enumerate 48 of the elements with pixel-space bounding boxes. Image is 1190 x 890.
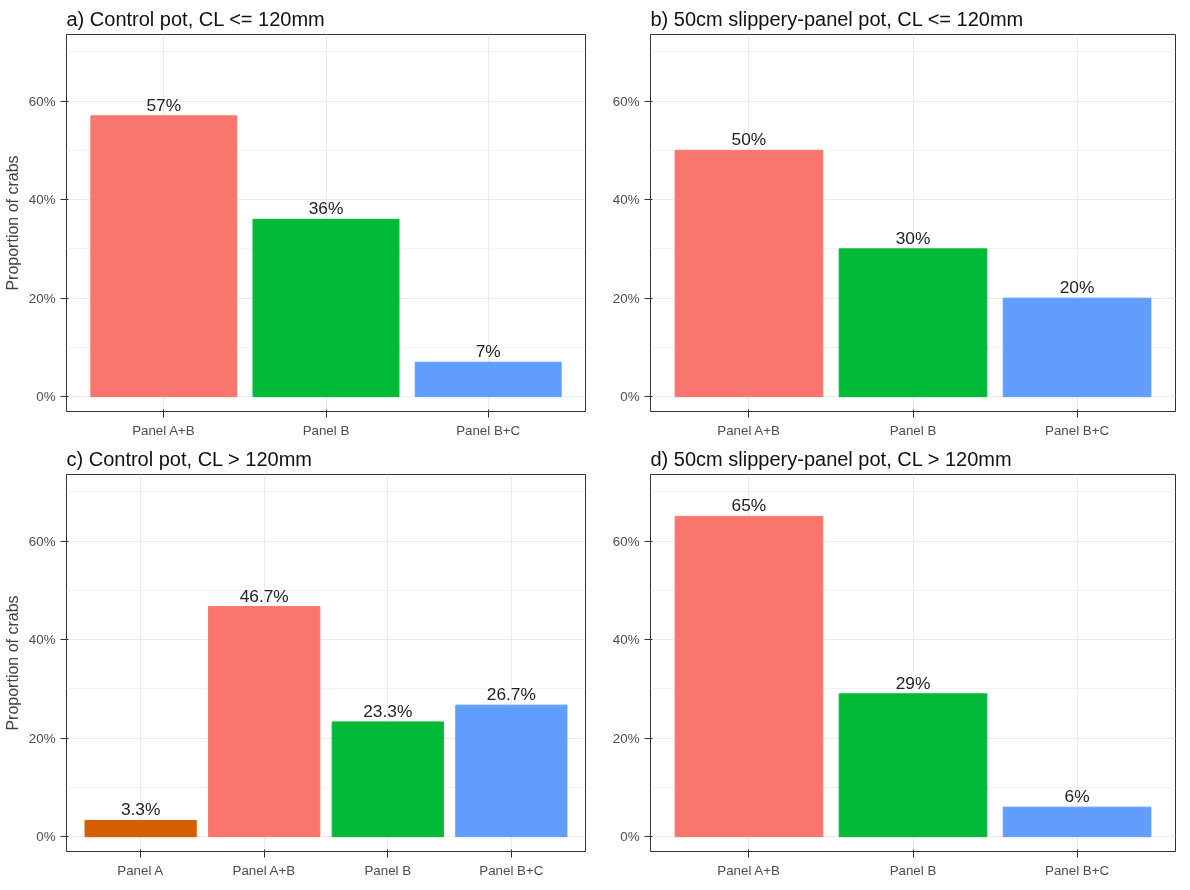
x-tick-label: Panel B (889, 862, 937, 878)
x-tick-label: Panel A+B (232, 862, 296, 878)
x-tick-label: Panel A+B (717, 422, 780, 438)
y-tick-label: 60% (28, 93, 56, 109)
y-tick-label: 40% (28, 632, 56, 648)
data-label: 36% (308, 198, 344, 219)
y-tick-label: 0% (36, 389, 56, 405)
x-tick-label: Panel A (117, 862, 164, 878)
y-tick-label: 20% (612, 290, 640, 306)
chart-title: d) 50cm slippery-panel pot, CL > 120mm (650, 447, 1012, 470)
y-tick-label: 20% (612, 730, 640, 746)
y-tick-label: 40% (612, 192, 640, 208)
data-label: 7% (475, 341, 501, 362)
data-label: 30% (895, 227, 931, 248)
x-tick-label: Panel A+B (132, 422, 195, 438)
y-tick-label: 40% (612, 632, 640, 648)
data-label: 20% (1059, 277, 1095, 298)
y-axis-title: Proportion of crabs (3, 155, 21, 291)
data-label: 65% (731, 495, 767, 516)
x-tick-label: Panel B+C (1045, 422, 1110, 438)
x-tick-label: Panel B+C (456, 422, 521, 438)
data-label: 3.3% (120, 799, 161, 820)
y-tick-label: 20% (28, 290, 56, 306)
y-axis-title: Proportion of crabs (3, 595, 21, 731)
x-tick-label: Panel B (302, 422, 350, 438)
y-tick-label: 60% (612, 533, 640, 549)
data-label: 50% (731, 129, 767, 150)
data-label: 29% (895, 672, 931, 693)
data-label: 46.7% (239, 585, 289, 606)
data-label: 26.7% (486, 684, 536, 705)
y-tick-label: 60% (612, 93, 640, 109)
x-tick-label: Panel A+B (717, 862, 780, 878)
data-label: 6% (1064, 786, 1090, 807)
y-tick-label: 0% (620, 389, 640, 405)
chart-title: c) Control pot, CL > 120mm (66, 447, 312, 470)
y-tick-label: 20% (28, 730, 56, 746)
x-tick-label: Panel B+C (479, 862, 544, 878)
x-tick-label: Panel B+C (1045, 862, 1110, 878)
data-label: 23.3% (363, 700, 413, 721)
y-tick-label: 0% (620, 829, 640, 845)
x-tick-label: Panel B (364, 862, 412, 878)
y-tick-label: 40% (28, 192, 56, 208)
chart-title: a) Control pot, CL <= 120mm (66, 7, 325, 30)
y-tick-label: 0% (36, 829, 56, 845)
data-label: 57% (146, 94, 182, 115)
y-tick-label: 60% (28, 533, 56, 549)
x-tick-label: Panel B (889, 422, 937, 438)
chart-title: b) 50cm slippery-panel pot, CL <= 120mm (650, 7, 1024, 30)
